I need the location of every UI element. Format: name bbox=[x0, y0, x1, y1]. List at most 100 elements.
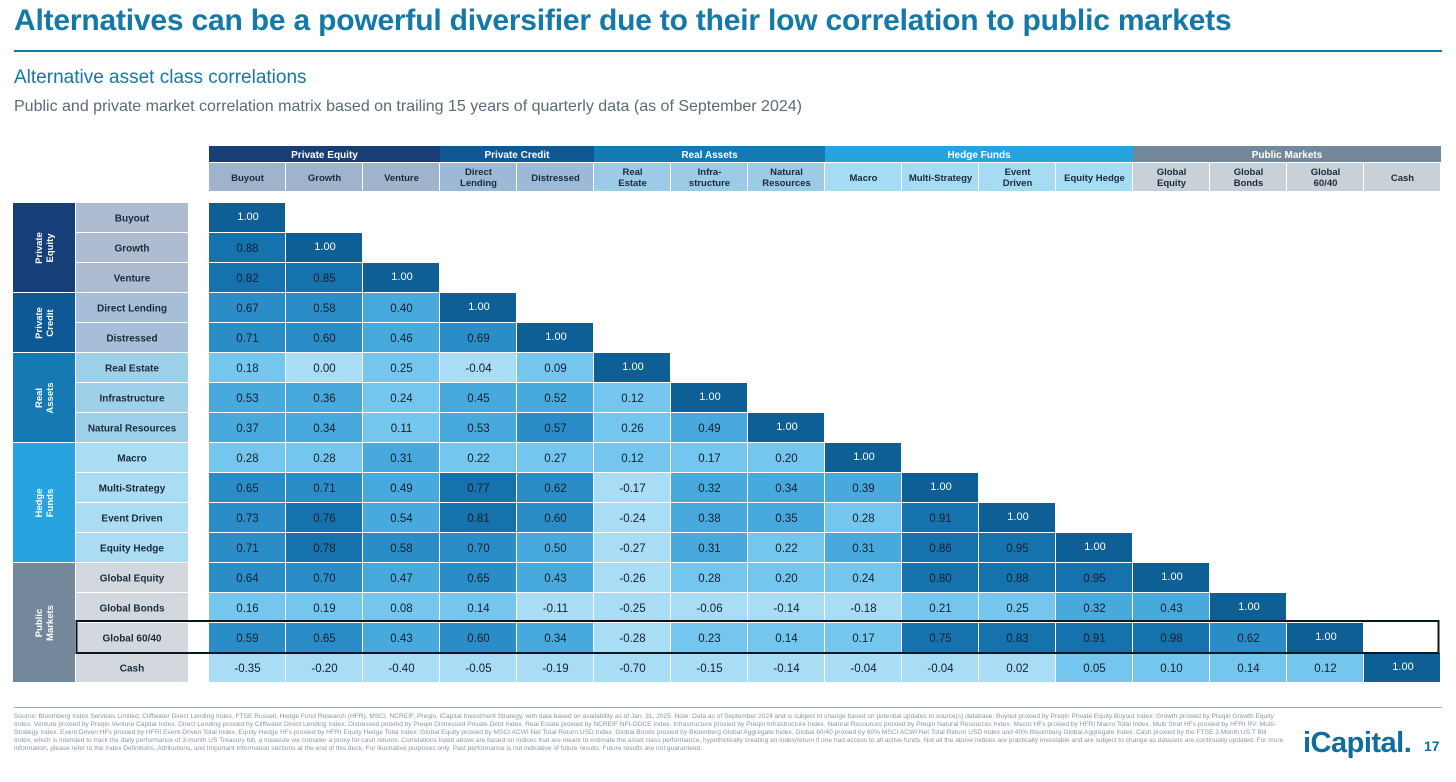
correlation-cell bbox=[517, 413, 593, 442]
correlation-value: 0.20 bbox=[775, 573, 797, 585]
row-group-label: Credit bbox=[45, 308, 56, 336]
correlation-cell bbox=[1056, 653, 1132, 682]
correlation-cell bbox=[671, 623, 747, 652]
correlation-value: 0.71 bbox=[313, 483, 335, 495]
correlation-value: 0.49 bbox=[390, 483, 412, 495]
row-label: Cash bbox=[120, 664, 144, 675]
correlation-value: 0.12 bbox=[621, 453, 643, 465]
diagonal-value: 1.00 bbox=[1084, 541, 1105, 553]
correlation-value: 0.25 bbox=[390, 363, 412, 375]
correlation-value: 0.73 bbox=[236, 513, 258, 525]
correlation-value: 0.05 bbox=[1083, 663, 1105, 675]
correlation-value: 0.16 bbox=[236, 603, 258, 615]
column-label: Equity bbox=[1157, 178, 1187, 189]
correlation-value: 0.62 bbox=[1237, 633, 1259, 645]
correlation-value: -0.19 bbox=[542, 663, 568, 675]
correlation-cell bbox=[440, 533, 516, 562]
correlation-value: 0.95 bbox=[1083, 573, 1105, 585]
correlation-cell bbox=[440, 563, 516, 592]
correlation-cell bbox=[286, 563, 362, 592]
correlation-cell bbox=[440, 473, 516, 502]
correlation-cell bbox=[748, 503, 824, 532]
correlation-value: 0.28 bbox=[236, 453, 258, 465]
row-label: Direct Lending bbox=[97, 304, 167, 315]
column-label: Growth bbox=[308, 173, 341, 184]
correlation-cell bbox=[1056, 623, 1132, 652]
row-group-real-assets bbox=[13, 353, 75, 442]
correlation-value: 0.71 bbox=[236, 543, 258, 555]
correlation-value: 0.88 bbox=[236, 243, 258, 255]
row-label: Event Driven bbox=[101, 514, 162, 525]
correlation-value: 0.77 bbox=[467, 483, 489, 495]
correlation-cell bbox=[825, 593, 901, 622]
correlation-cell bbox=[363, 323, 439, 352]
correlation-value: -0.11 bbox=[543, 603, 568, 615]
chart-subtitle: Alternative asset class correlations bbox=[14, 67, 307, 88]
correlation-cell bbox=[825, 503, 901, 532]
row-header-real-estate bbox=[76, 353, 188, 382]
diagonal-cell bbox=[1364, 653, 1440, 682]
correlation-cell bbox=[517, 593, 593, 622]
row-group-label: Equity bbox=[45, 233, 56, 263]
row-label: Distressed bbox=[106, 334, 157, 345]
correlation-value: -0.20 bbox=[311, 663, 337, 675]
correlation-cell bbox=[209, 263, 285, 292]
column-header-venture bbox=[363, 163, 439, 191]
row-group-public-markets bbox=[13, 563, 75, 682]
diagonal-value: 1.00 bbox=[314, 241, 335, 253]
correlation-cell bbox=[594, 413, 670, 442]
correlation-value: 0.62 bbox=[544, 483, 566, 495]
correlation-value: -0.28 bbox=[619, 633, 645, 645]
row-group-label: Hedge bbox=[34, 488, 45, 517]
correlation-value: 0.38 bbox=[698, 513, 720, 525]
column-label: Estate bbox=[618, 178, 647, 189]
row-label: Multi-Strategy bbox=[99, 484, 166, 495]
correlation-cell bbox=[1133, 593, 1209, 622]
diagonal-value: 1.00 bbox=[930, 481, 951, 493]
correlation-cell bbox=[363, 293, 439, 322]
diagonal-value: 1.00 bbox=[853, 451, 874, 463]
correlation-cell bbox=[209, 503, 285, 532]
row-header-venture bbox=[76, 263, 188, 292]
correlation-value: -0.14 bbox=[773, 603, 800, 615]
correlation-value: 0.60 bbox=[467, 633, 489, 645]
correlation-value: 0.32 bbox=[1083, 603, 1105, 615]
column-header-multi-strategy bbox=[902, 163, 978, 191]
correlation-cell bbox=[594, 653, 670, 682]
correlation-cell bbox=[825, 563, 901, 592]
correlation-cell bbox=[440, 623, 516, 652]
column-label: Event bbox=[1005, 167, 1032, 178]
column-header-growth bbox=[286, 163, 362, 191]
correlation-value: -0.04 bbox=[465, 363, 492, 375]
correlation-cell bbox=[1133, 623, 1209, 652]
correlation-cell bbox=[979, 563, 1055, 592]
correlation-value: 0.19 bbox=[313, 603, 335, 615]
correlation-cell bbox=[1210, 653, 1286, 682]
diagonal-value: 1.00 bbox=[699, 391, 720, 403]
row-label: Buyout bbox=[115, 214, 150, 225]
group-header-label: Hedge Funds bbox=[947, 150, 1011, 161]
correlation-cell bbox=[209, 293, 285, 322]
correlation-cell bbox=[594, 593, 670, 622]
column-header-real-estate bbox=[594, 163, 670, 191]
correlation-cell bbox=[440, 413, 516, 442]
column-label: Global bbox=[1234, 167, 1264, 178]
correlation-cell bbox=[517, 533, 593, 562]
correlation-cell bbox=[209, 413, 285, 442]
correlation-cell bbox=[286, 293, 362, 322]
correlation-value: 0.18 bbox=[236, 363, 258, 375]
correlation-cell bbox=[594, 503, 670, 532]
footer-divider bbox=[14, 707, 1442, 708]
correlation-value: 0.11 bbox=[391, 423, 413, 435]
correlation-cell bbox=[748, 623, 824, 652]
correlation-value: 0.23 bbox=[698, 633, 720, 645]
correlation-cell bbox=[517, 443, 593, 472]
column-header-infrastructure bbox=[671, 163, 747, 191]
correlation-cell bbox=[748, 593, 824, 622]
correlation-value: 0.69 bbox=[467, 333, 489, 345]
title-divider bbox=[14, 50, 1442, 52]
row-header-buyout bbox=[76, 203, 188, 232]
column-label: Lending bbox=[460, 178, 497, 189]
diagonal-cell bbox=[748, 413, 824, 442]
column-header-distressed bbox=[517, 163, 593, 191]
